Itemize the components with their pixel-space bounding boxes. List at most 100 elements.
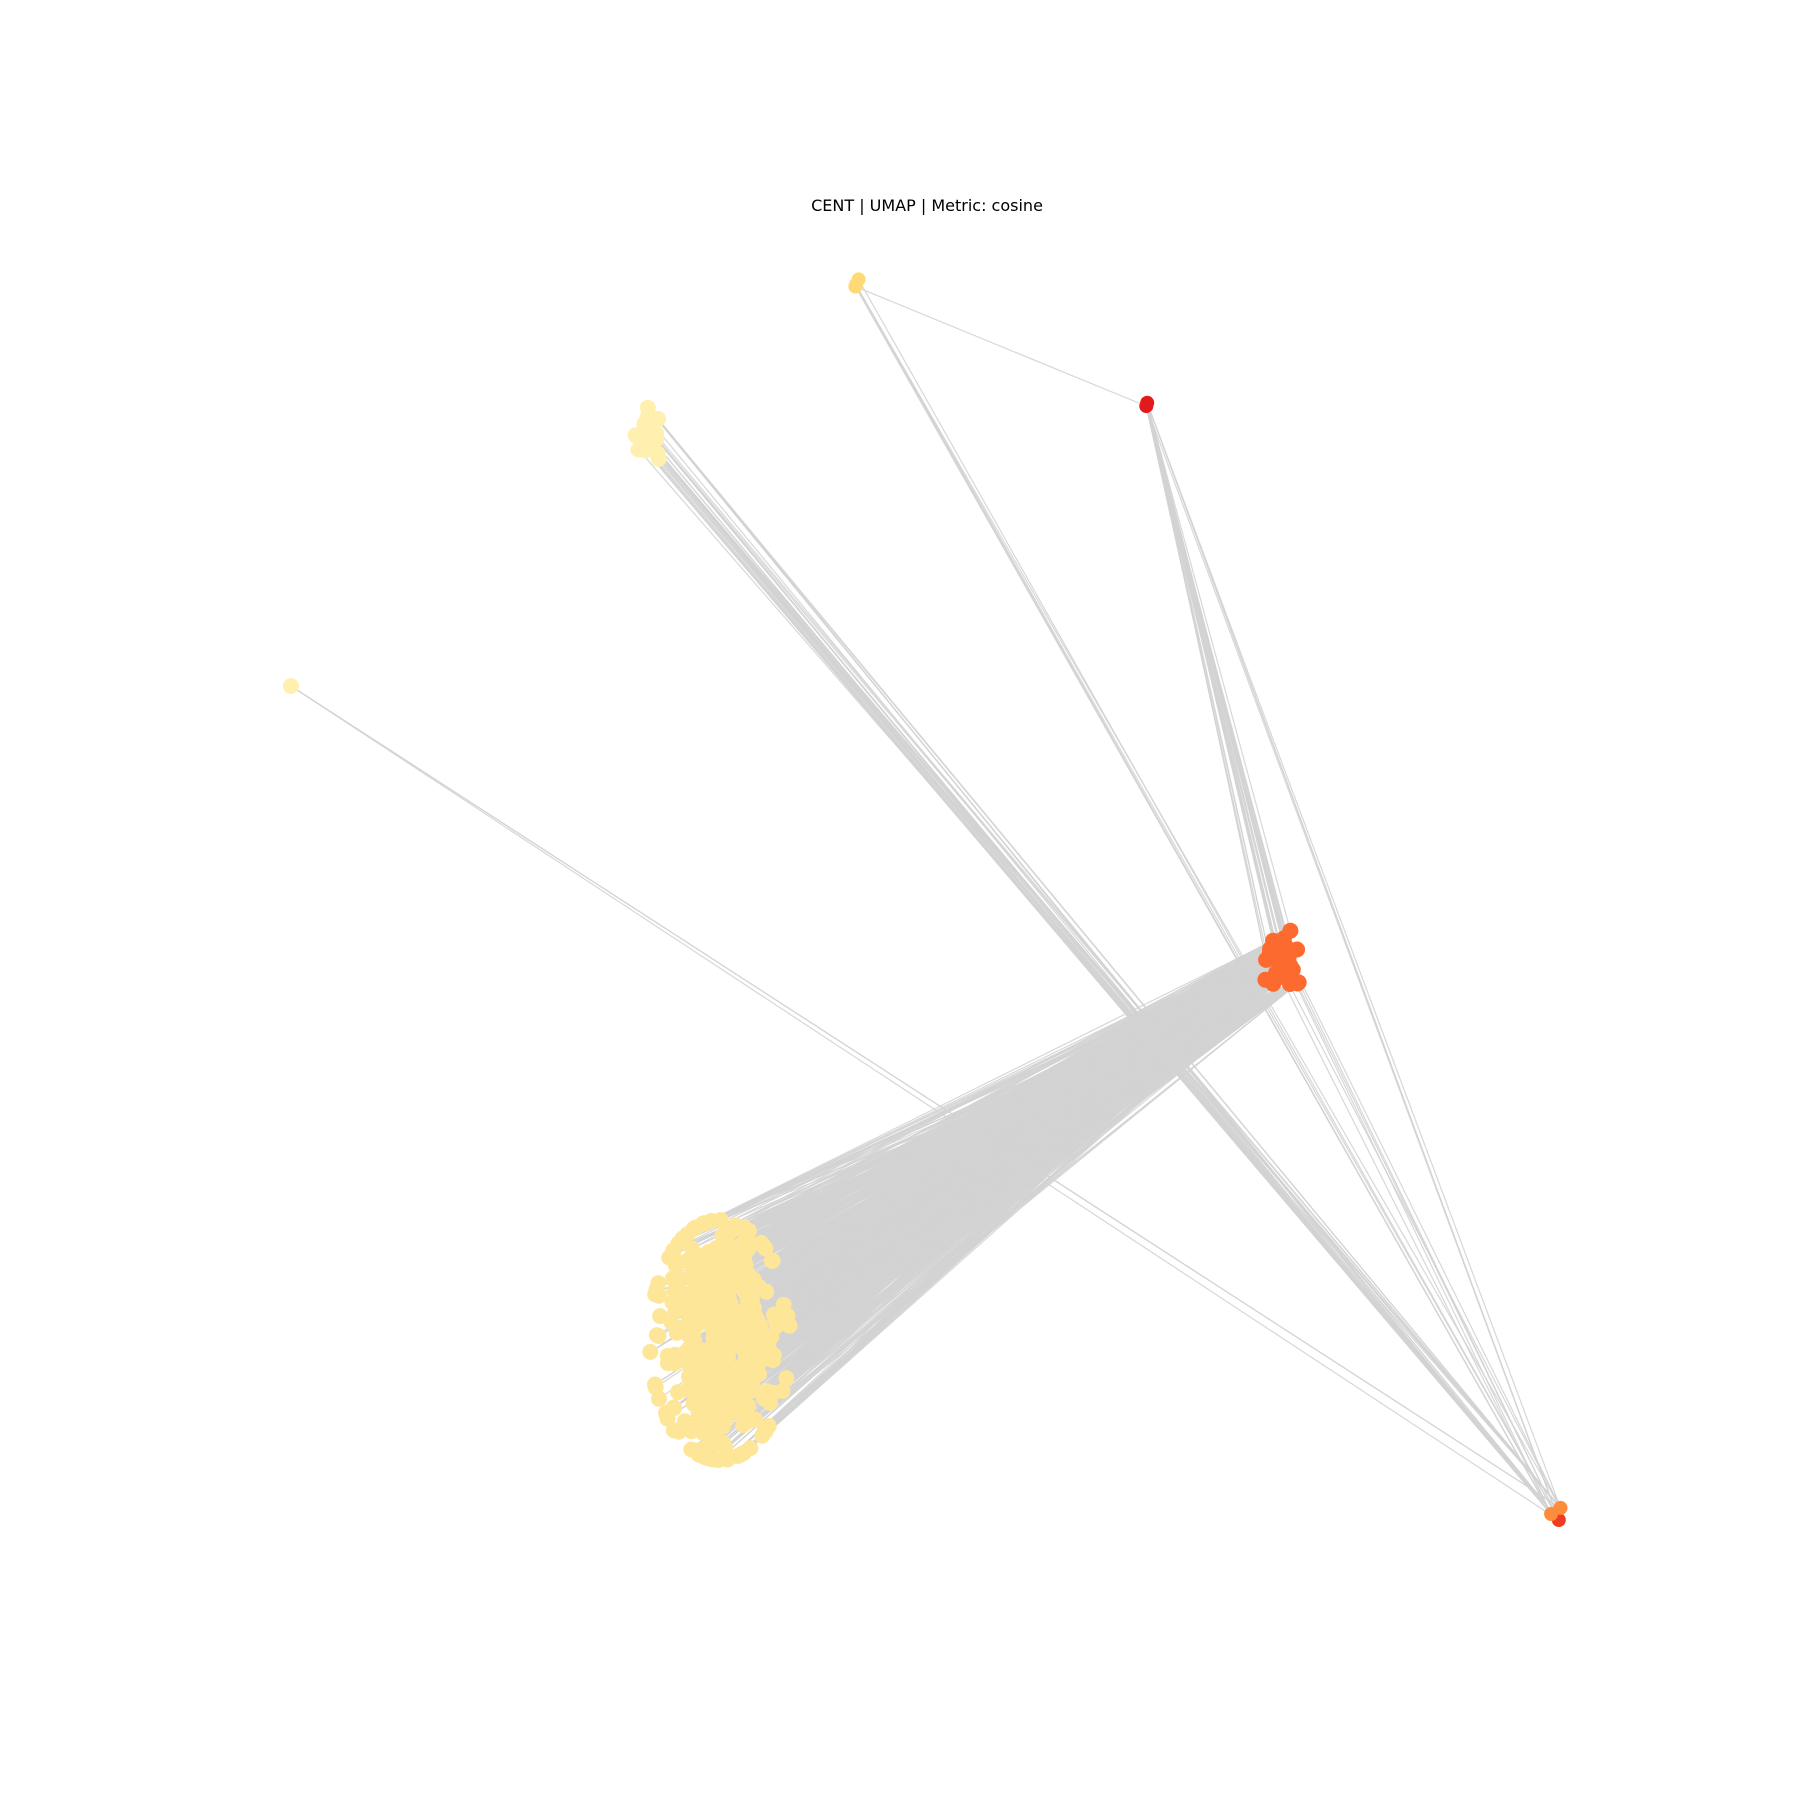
- edge-large-to-right: [711, 982, 1298, 1264]
- edge-topcenter-to-red: [855, 286, 1147, 407]
- node-large-lower: [747, 1341, 764, 1358]
- node-large-lower: [715, 1396, 732, 1412]
- node-large-lower: [764, 1252, 781, 1269]
- node-large-lower: [759, 1383, 776, 1400]
- edge-farleft-to-bottomright: [290, 685, 1560, 1521]
- node-large-lower: [778, 1370, 795, 1387]
- node-large-lower: [642, 1343, 659, 1360]
- edge-large-to-right: [773, 974, 1278, 1315]
- edge-red-to-right: [1145, 405, 1280, 944]
- node-top-center: [851, 272, 866, 287]
- node-large-lower: [734, 1330, 751, 1347]
- node-large-lower: [694, 1342, 711, 1359]
- node-large-lower: [682, 1297, 699, 1314]
- node-large-lower: [663, 1314, 680, 1331]
- node-large-lower: [685, 1395, 702, 1412]
- edge-upperleft-to-bottomright: [649, 427, 1561, 1509]
- edge-large-to-right: [691, 948, 1271, 1266]
- node-bottom-right: [1553, 1500, 1568, 1515]
- node-large-lower: [686, 1245, 703, 1262]
- node-large-lower: [781, 1317, 798, 1334]
- node-large-lower: [688, 1442, 705, 1459]
- node-right-middle: [1275, 930, 1292, 947]
- edge-large-to-right: [711, 946, 1287, 1318]
- edge-upperleft-to-bottomright: [651, 443, 1552, 1515]
- edge-large-to-right: [712, 979, 1266, 1306]
- plot-title: CENT | UMAP | Metric: cosine: [811, 196, 1043, 215]
- edge-topcenter-to-bottomright: [855, 284, 1560, 1521]
- node-layer: [283, 272, 1568, 1527]
- edge-large-to-right: [695, 942, 1279, 1229]
- node-large-lower: [685, 1366, 702, 1383]
- node-upper-left-small: [630, 441, 647, 458]
- node-right-middle: [1269, 966, 1286, 983]
- node-large-lower: [671, 1350, 688, 1367]
- edge-upperleft-to-bottomright: [641, 445, 1552, 1515]
- edge-upperleft-to-bottomright: [643, 423, 1552, 1515]
- node-far-left-single: [283, 678, 299, 694]
- edge-large-to-right: [717, 970, 1283, 1337]
- node-right-middle: [1268, 952, 1285, 969]
- node-large-lower: [727, 1217, 744, 1234]
- node-large-lower: [755, 1238, 772, 1255]
- edge-red-to-right: [1146, 402, 1291, 931]
- edge-large-to-right: [739, 970, 1283, 1456]
- edge-right-to-bottomright: [1280, 976, 1552, 1515]
- node-large-lower: [718, 1412, 735, 1429]
- edge-red-to-right: [1146, 402, 1291, 973]
- edge-large-to-right: [700, 940, 1274, 1457]
- node-upper-left-small: [639, 409, 656, 426]
- edge-large-to-right: [672, 950, 1292, 1254]
- edge-topcenter-to-bottomright: [858, 279, 1560, 1521]
- edge-farleft-to-bottomright: [290, 685, 1561, 1509]
- edge-large-to-right: [689, 940, 1274, 1329]
- node-large-lower: [707, 1310, 724, 1327]
- node-large-lower: [719, 1451, 736, 1468]
- edge-layer: [290, 279, 1562, 1521]
- edge-red-to-bottomright: [1145, 405, 1560, 1521]
- node-large-lower: [740, 1222, 757, 1239]
- node-large-lower: [713, 1260, 730, 1277]
- node-large-lower: [765, 1347, 782, 1364]
- edge-upperleft-to-bottomright: [647, 407, 1560, 1521]
- edge-large-to-right: [709, 965, 1281, 1314]
- node-large-lower: [741, 1377, 758, 1394]
- edge-red-to-right: [1146, 402, 1267, 961]
- node-right-middle: [1257, 971, 1274, 988]
- edge-large-to-right: [745, 958, 1269, 1266]
- edge-large-to-right: [706, 950, 1292, 1369]
- node-large-lower: [740, 1241, 757, 1258]
- edge-upperleft-to-bottomright: [657, 418, 1561, 1509]
- node-upper-left-small: [645, 432, 661, 449]
- node-large-lower: [739, 1265, 756, 1282]
- edge-large-to-right: [711, 964, 1290, 1273]
- node-large-lower: [724, 1240, 741, 1257]
- node-large-lower: [742, 1440, 759, 1457]
- edge-large-to-right: [736, 972, 1277, 1411]
- node-large-lower: [758, 1283, 775, 1300]
- node-large-lower: [648, 1327, 665, 1344]
- node-top-right-red: [1140, 395, 1155, 410]
- node-large-lower: [749, 1358, 766, 1375]
- node-large-lower: [690, 1270, 706, 1286]
- node-large-lower: [684, 1320, 700, 1337]
- node-large-lower: [666, 1400, 683, 1417]
- edge-red-to-bottomright: [1146, 402, 1562, 1509]
- node-large-lower: [689, 1380, 706, 1397]
- node-large-lower: [725, 1361, 742, 1378]
- node-large-lower: [706, 1333, 723, 1350]
- node-large-lower: [750, 1313, 767, 1330]
- edge-topcenter-to-bottomright: [854, 286, 1552, 1515]
- node-large-lower: [708, 1240, 725, 1257]
- edge-topcenter-to-bottomright: [855, 284, 1562, 1509]
- edge-large-to-right: [718, 949, 1298, 1461]
- edge-upperleft-to-bottomright: [652, 445, 1561, 1509]
- node-large-lower: [713, 1362, 729, 1379]
- node-right-middle: [1282, 964, 1299, 981]
- node-large-lower: [735, 1416, 752, 1433]
- node-large-lower: [693, 1408, 709, 1425]
- node-large-lower: [767, 1311, 784, 1328]
- node-right-middle: [1283, 942, 1300, 959]
